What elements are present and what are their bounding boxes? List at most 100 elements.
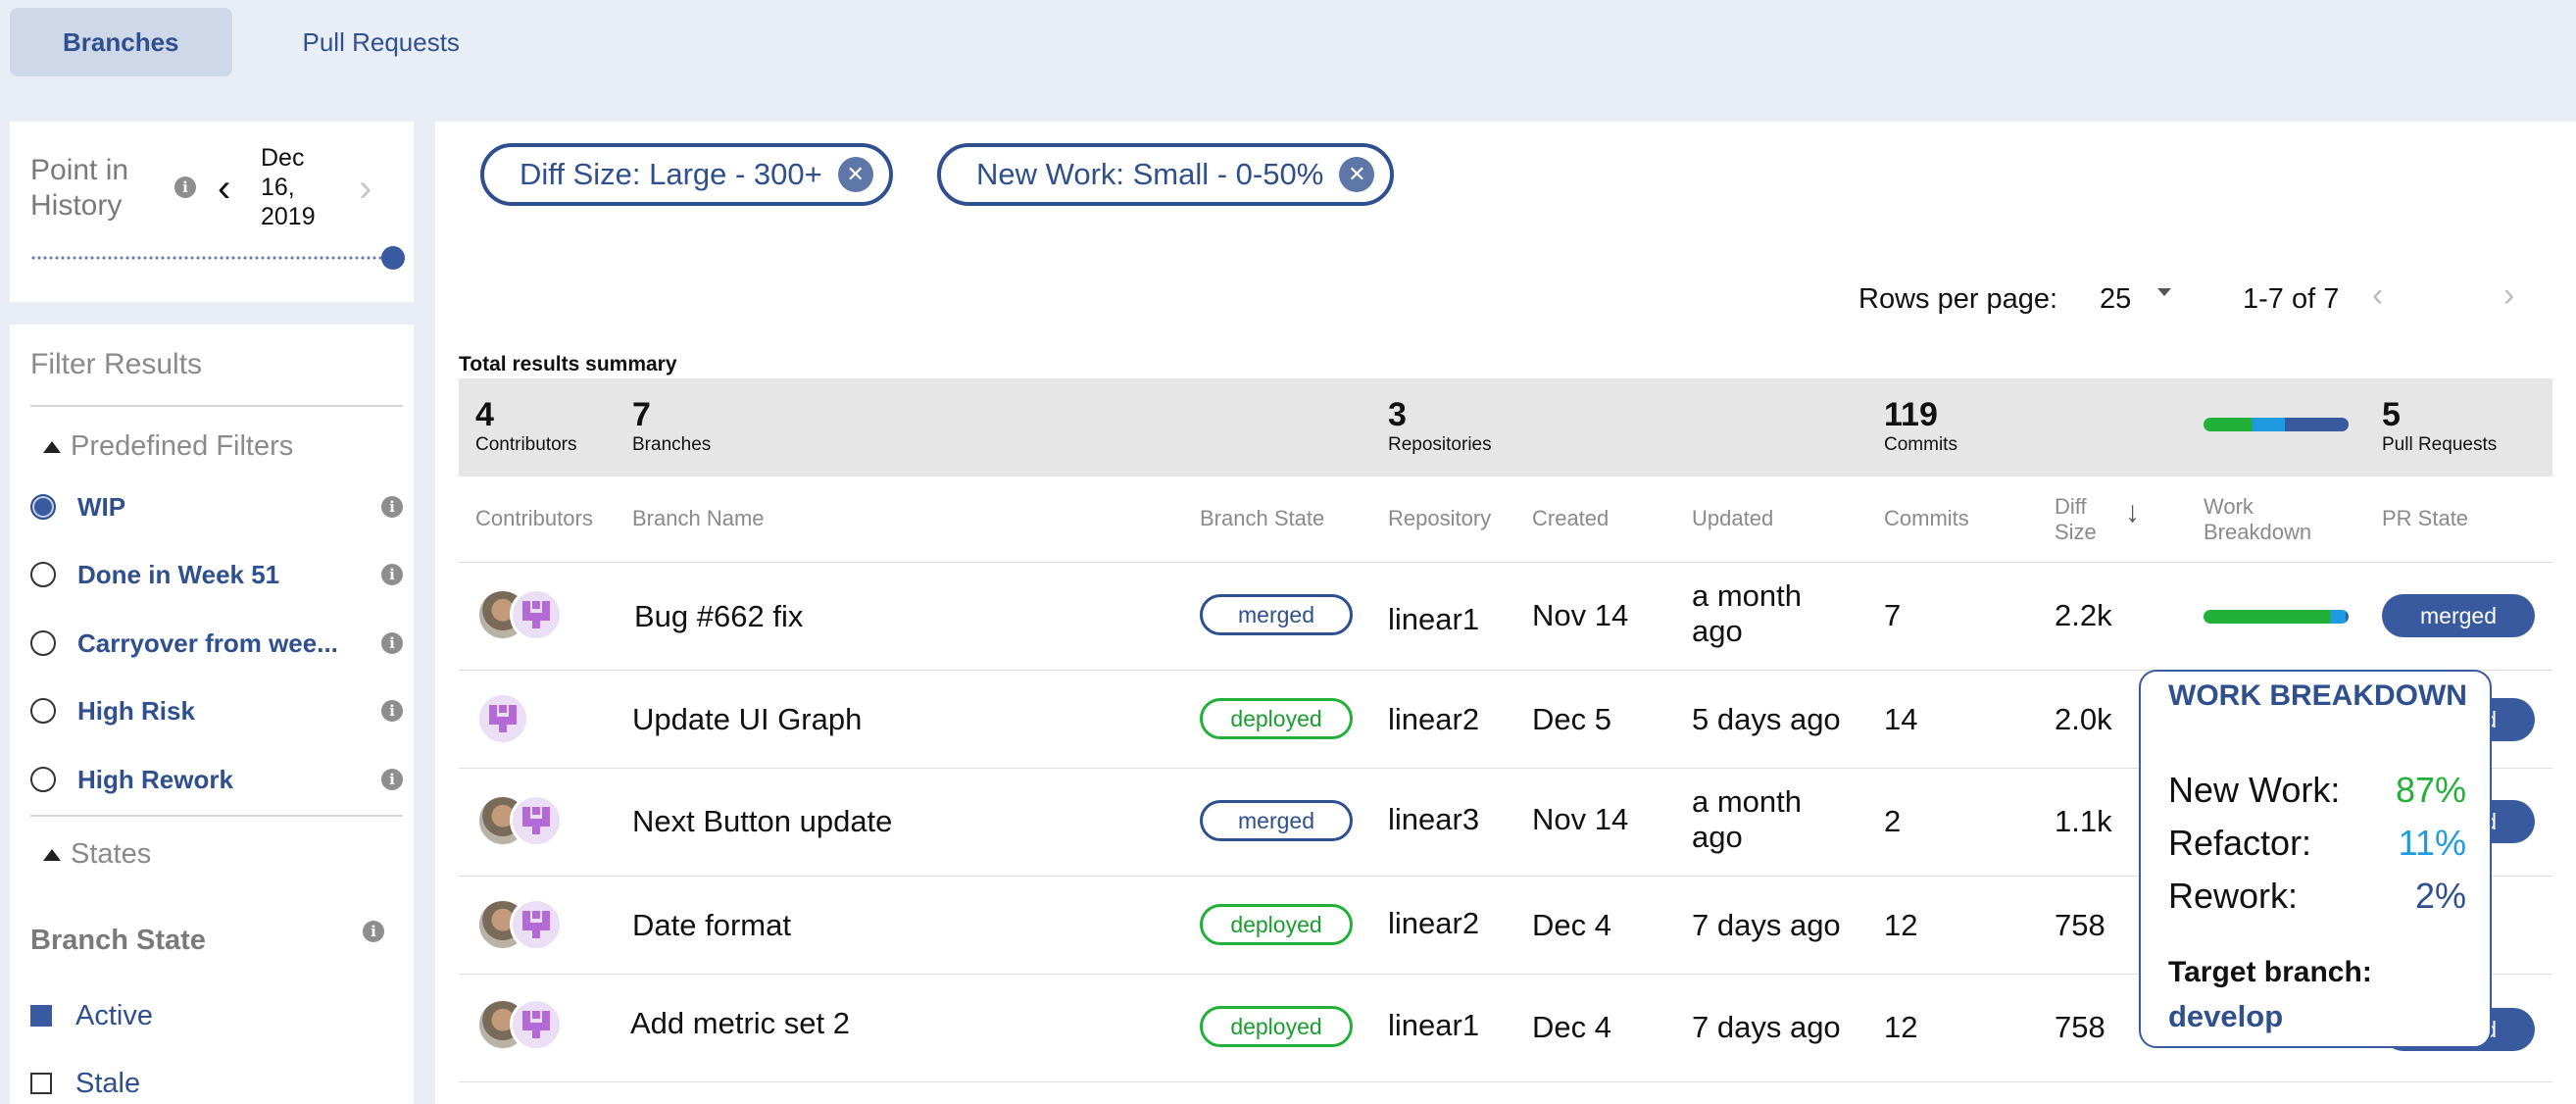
summary-value: 7 — [632, 396, 651, 433]
summary-label: Repositories — [1388, 434, 1492, 455]
branch-state-stale[interactable]: Stale — [30, 1064, 403, 1103]
tooltip-target-label: Target branch: — [2168, 956, 2372, 988]
chevron-left-icon[interactable]: ‹ — [2372, 276, 2384, 314]
filter-wip[interactable]: WIP i — [30, 487, 403, 527]
wb-rework-segment — [2346, 610, 2349, 624]
wb-new-segment — [2204, 610, 2330, 624]
pr-state-badge[interactable]: merged — [2382, 594, 2535, 637]
filter-chip-new-work[interactable]: New Work: Small - 0-50% ✕ — [937, 143, 1395, 206]
branch-state-badge: merged — [1200, 800, 1353, 841]
tooltip-label: Rework: — [2168, 876, 2299, 916]
filter-high-rework[interactable]: High Rework i — [30, 760, 403, 799]
rows-per-page-label: Rows per page: — [1858, 283, 2058, 315]
summary-branches: 7 Branches — [632, 396, 711, 456]
states-toggle[interactable]: States — [43, 838, 151, 871]
filter-done-week-51[interactable]: Done in Week 51 i — [30, 555, 403, 594]
updated-date: a month ago — [1692, 578, 1803, 648]
rows-per-page-select[interactable]: 25 — [2100, 283, 2132, 315]
radio-checked-icon[interactable] — [30, 494, 56, 520]
table-row[interactable]: Bug #662 fix merged linear1 Nov 14 a mon… — [459, 563, 2552, 671]
wb-new-segment — [2204, 418, 2254, 431]
filter-carryover[interactable]: Carryover from wee... i — [30, 624, 403, 663]
diff-size: 2.0k — [2055, 702, 2112, 736]
checkbox-icon[interactable] — [30, 1073, 52, 1094]
info-icon[interactable]: i — [381, 769, 403, 790]
branch-name[interactable]: Next Button update — [632, 804, 893, 838]
close-icon[interactable]: ✕ — [1339, 157, 1375, 192]
branch-name[interactable]: Add metric set 2 — [630, 1006, 850, 1040]
column-branch-state[interactable]: Branch State — [1200, 506, 1325, 530]
summary-label: Pull Requests — [2382, 434, 2498, 455]
summary-label: Commits — [1884, 434, 1957, 455]
filter-chip-diff-size[interactable]: Diff Size: Large - 300+ ✕ — [480, 143, 893, 206]
column-diff-size-line2: Size — [2055, 520, 2097, 544]
wb-refactor-segment — [2253, 418, 2285, 431]
column-repository[interactable]: Repository — [1388, 506, 1492, 530]
predefined-filters-heading: Predefined Filters — [71, 430, 294, 462]
checkbox-checked-icon[interactable] — [30, 1005, 52, 1027]
radio-icon[interactable] — [30, 698, 56, 724]
column-updated[interactable]: Updated — [1692, 506, 1774, 530]
radio-icon[interactable] — [30, 630, 56, 656]
filter-high-risk[interactable]: High Risk i — [30, 691, 403, 730]
info-icon[interactable]: i — [381, 496, 403, 518]
branch-name[interactable]: Bug #662 fix — [634, 599, 804, 633]
tab-pull-requests[interactable]: Pull Requests — [302, 26, 460, 57]
info-icon[interactable]: i — [381, 632, 403, 654]
tooltip-target-branch[interactable]: develop — [2168, 999, 2284, 1033]
filter-label: Carryover from wee... — [77, 627, 338, 658]
column-commits[interactable]: Commits — [1884, 506, 1969, 530]
commits-count: 14 — [1884, 702, 1918, 736]
branch-name[interactable]: Update UI Graph — [632, 702, 863, 736]
chevron-left-icon[interactable]: ‹ — [218, 167, 231, 210]
filter-label: High Risk — [77, 695, 195, 726]
info-icon[interactable]: i — [363, 921, 384, 942]
chevron-right-icon[interactable]: › — [359, 167, 372, 210]
column-diff-size[interactable]: Diff Size — [2055, 494, 2097, 545]
filter-label: Done in Week 51 — [77, 559, 280, 589]
point-in-history-panel: Point in History i ‹ Dec 16, 2019 › — [10, 122, 414, 302]
tooltip-title: WORK BREAKDOWN — [2168, 679, 2467, 712]
commits-count: 7 — [1884, 598, 1902, 632]
commits-count: 12 — [1884, 908, 1918, 942]
radio-icon[interactable] — [30, 767, 56, 792]
work-breakdown-bar[interactable] — [2204, 610, 2349, 624]
filter-results-title: Filter Results — [30, 348, 203, 380]
avatar[interactable] — [510, 794, 563, 847]
column-contributors[interactable]: Contributors — [475, 506, 593, 530]
info-icon[interactable]: i — [174, 176, 196, 198]
repository: linear2 — [1388, 702, 1480, 736]
table-row[interactable]: Date format deployed linear2 Dec 4 7 day… — [459, 877, 2552, 975]
branch-state-active[interactable]: Active — [30, 996, 403, 1035]
predefined-filters-toggle[interactable]: Predefined Filters — [43, 430, 293, 463]
filter-results-panel: Filter Results Predefined Filters WIP i … — [10, 325, 414, 1104]
column-work-breakdown[interactable]: Work Breakdown — [2204, 494, 2311, 545]
repository: linear1 — [1388, 602, 1480, 636]
caret-down-icon[interactable] — [2157, 288, 2171, 296]
tab-branches[interactable]: Branches — [10, 8, 232, 76]
diff-size: 2.2k — [2055, 598, 2112, 632]
avatar[interactable] — [476, 692, 529, 745]
arrow-down-icon[interactable]: ↓ — [2125, 496, 2140, 528]
wb-rework-segment — [2284, 418, 2349, 431]
radio-icon[interactable] — [30, 562, 56, 587]
column-branch-name[interactable]: Branch Name — [632, 506, 765, 530]
summary-work-breakdown-bar[interactable] — [2204, 418, 2349, 431]
column-created[interactable]: Created — [1532, 506, 1610, 530]
info-icon[interactable]: i — [381, 564, 403, 585]
tooltip-refactor: Refactor: 11% — [2168, 823, 2466, 864]
info-icon[interactable]: i — [381, 700, 403, 722]
close-icon[interactable]: ✕ — [837, 157, 873, 192]
column-work-breakdown-line2: Breakdown — [2204, 520, 2312, 544]
column-pr-state[interactable]: PR State — [2382, 506, 2469, 530]
avatar[interactable] — [510, 898, 563, 951]
avatar[interactable] — [510, 998, 563, 1051]
history-slider-track[interactable] — [30, 256, 395, 260]
chip-label: Diff Size: Large - 300+ — [520, 157, 822, 191]
branch-name[interactable]: Date format — [632, 908, 791, 942]
avatar[interactable] — [510, 588, 563, 641]
branch-state-badge: merged — [1200, 594, 1353, 635]
chevron-right-icon[interactable]: › — [2503, 276, 2515, 314]
created-date: Nov 14 — [1532, 598, 1629, 632]
history-slider-thumb[interactable] — [381, 246, 405, 270]
